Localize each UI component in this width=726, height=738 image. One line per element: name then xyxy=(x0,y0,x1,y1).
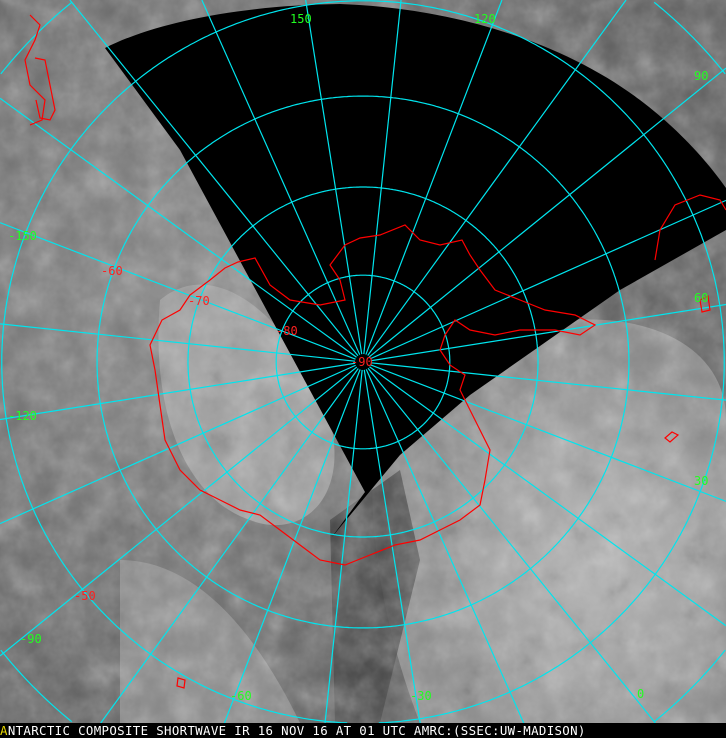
meridian-line xyxy=(0,323,356,362)
graticule-labels: 150 120 90 60 30 0 -30 -60 -90 -120 -150 -80 -70 -60 -… xyxy=(8,12,708,703)
longitude-label: 30 xyxy=(694,474,708,488)
meridian-line xyxy=(0,366,358,657)
longitude-label: 120 xyxy=(474,12,496,26)
australia-coastline xyxy=(654,194,726,261)
longitude-label: 90 xyxy=(694,69,708,83)
pole-label: -90 xyxy=(351,355,373,369)
meridian-line xyxy=(367,0,627,356)
island-coastline xyxy=(176,295,711,689)
meridian-line xyxy=(201,0,361,355)
longitude-label: -120 xyxy=(8,409,37,423)
latitude-circle xyxy=(0,1,726,723)
antarctica-coastline xyxy=(149,224,597,566)
latitude-label: -60 xyxy=(101,264,123,278)
latitude-label: -50 xyxy=(74,589,96,603)
meridian-line xyxy=(305,0,363,355)
amrc-logo: A xyxy=(0,723,8,738)
caption-text: NTARCTIC COMPOSITE SHORTWAVE IR 16 NOV 1… xyxy=(7,723,586,738)
meridian-line xyxy=(0,222,356,360)
meridian-line xyxy=(100,368,359,723)
meridian-line xyxy=(368,67,726,358)
latitude-label: -70 xyxy=(188,294,210,308)
longitude-label: 60 xyxy=(694,291,708,305)
longitude-label: -150 xyxy=(8,229,37,243)
meridian-line xyxy=(0,362,356,421)
new-zealand-coastline xyxy=(24,14,56,126)
longitude-label: -60 xyxy=(230,689,252,703)
latitude-circle xyxy=(1,0,725,723)
map-canvas: 150 120 90 60 30 0 -30 -60 -90 -120 -150 -80 -70 -60 -… xyxy=(0,0,726,723)
latitude-circle xyxy=(96,95,630,629)
latitude-circle xyxy=(275,274,451,450)
meridian-line xyxy=(370,362,726,401)
meridian-line xyxy=(370,199,726,360)
meridian-line xyxy=(370,303,726,362)
meridian-line xyxy=(0,364,356,525)
meridian-line xyxy=(365,0,503,355)
longitude-label: -30 xyxy=(410,689,432,703)
graticule xyxy=(0,0,726,723)
meridian-line xyxy=(370,364,726,502)
meridian-line xyxy=(369,366,726,627)
no-data-region xyxy=(105,4,726,537)
meridian-line xyxy=(223,369,361,723)
meridian-line xyxy=(365,369,525,723)
longitude-label: 0 xyxy=(637,687,644,701)
latitude-circle xyxy=(187,186,539,538)
meridian-line xyxy=(324,369,363,723)
longitude-label: 150 xyxy=(290,12,312,26)
longitude-label: -90 xyxy=(20,632,42,646)
meridian-line xyxy=(367,367,656,723)
meridian-line xyxy=(69,0,359,357)
meridian-line xyxy=(363,0,402,355)
latitude-label: -80 xyxy=(276,324,298,338)
coastline xyxy=(24,14,726,689)
image-caption: ANTARCTIC COMPOSITE SHORTWAVE IR 16 NOV … xyxy=(0,723,726,738)
meridian-line xyxy=(0,97,357,358)
